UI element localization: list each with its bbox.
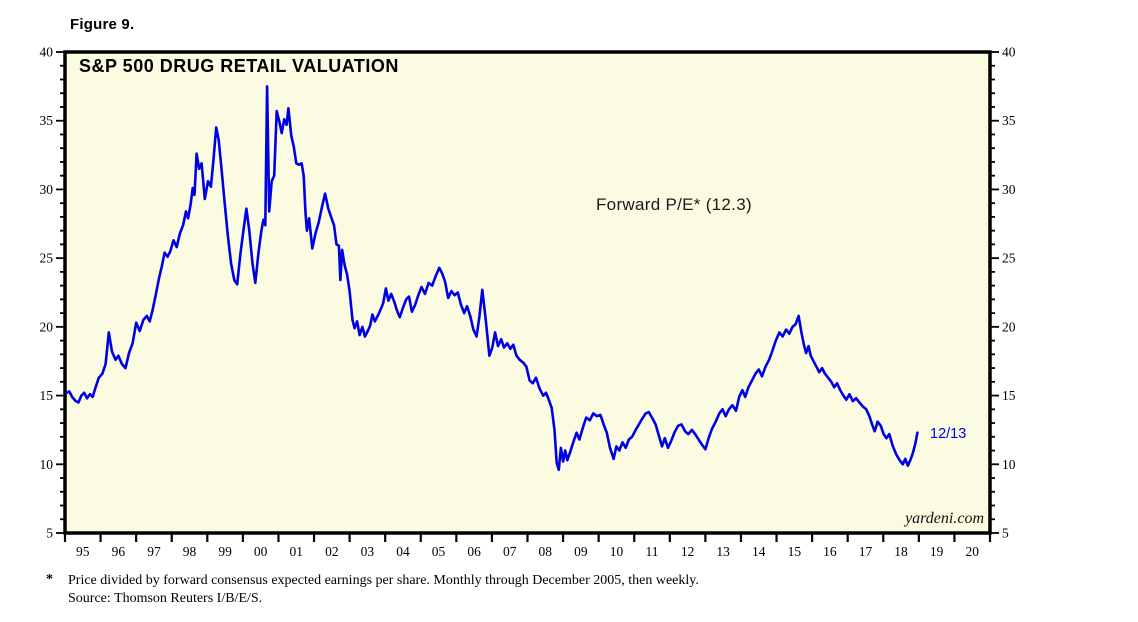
y-axis-label-right: 5 — [1002, 526, 1009, 541]
x-axis-label: 12 — [681, 544, 695, 559]
x-axis-label: 19 — [930, 544, 944, 559]
series-annotation: Forward P/E* (12.3) — [596, 195, 752, 214]
y-axis-label-left: 15 — [40, 388, 54, 403]
x-axis-label: 01 — [290, 544, 304, 559]
x-axis-label: 05 — [432, 544, 446, 559]
x-axis-label: 16 — [823, 544, 837, 559]
x-axis-label: 02 — [325, 544, 339, 559]
y-axis-label-left: 25 — [40, 251, 54, 266]
x-axis-label: 09 — [574, 544, 588, 559]
x-axis-label: 18 — [894, 544, 908, 559]
y-axis-label-right: 10 — [1002, 457, 1016, 472]
y-axis-label-left: 35 — [40, 113, 54, 128]
x-axis-label: 15 — [788, 544, 802, 559]
plot-area — [63, 50, 992, 535]
x-axis-label: 98 — [183, 544, 197, 559]
x-axis-label: 13 — [716, 544, 730, 559]
footnote: Price divided by forward consensus expec… — [68, 572, 1008, 607]
x-axis-label: 04 — [396, 544, 410, 559]
end-date-label: 12/13 — [930, 426, 967, 442]
x-axis-label: 10 — [610, 544, 624, 559]
x-axis-label: 00 — [254, 544, 268, 559]
y-axis-label-right: 20 — [1002, 319, 1016, 334]
x-axis-label: 99 — [218, 544, 232, 559]
y-axis-label-left: 5 — [46, 526, 53, 541]
figure-label: Figure 9. — [70, 16, 135, 33]
x-axis-label: 20 — [965, 544, 979, 559]
watermark: yardeni.com — [905, 510, 984, 527]
x-axis-label: 17 — [859, 544, 873, 559]
footnote-definition: Price divided by forward consensus expec… — [68, 573, 699, 588]
y-axis-label-left: 30 — [40, 182, 54, 197]
x-axis-label: 96 — [112, 544, 126, 559]
x-axis-label: 07 — [503, 544, 517, 559]
y-axis-label-right: 40 — [1002, 45, 1016, 60]
chart-title: S&P 500 DRUG RETAIL VALUATION — [79, 56, 399, 76]
y-axis-label-right: 30 — [1002, 182, 1016, 197]
y-axis-label-right: 15 — [1002, 388, 1016, 403]
y-axis-label-right: 35 — [1002, 113, 1016, 128]
y-axis-label-left: 10 — [40, 457, 54, 472]
x-axis-label: 14 — [752, 544, 766, 559]
footnote-source: Source: Thomson Reuters I/B/E/S. — [68, 590, 263, 606]
x-axis-label: 06 — [467, 544, 481, 559]
forward-pe-line — [65, 85, 919, 472]
x-axis-label: 08 — [539, 544, 553, 559]
x-axis-label: 95 — [76, 544, 90, 559]
y-axis-label-left: 40 — [40, 45, 54, 60]
footnote-marker: * — [46, 572, 53, 587]
y-axis-label-left: 20 — [40, 319, 54, 334]
y-axis-label-right: 25 — [1002, 251, 1016, 266]
x-axis-label: 11 — [646, 544, 659, 559]
x-axis-label: 97 — [147, 544, 161, 559]
x-axis-label: 03 — [361, 544, 375, 559]
